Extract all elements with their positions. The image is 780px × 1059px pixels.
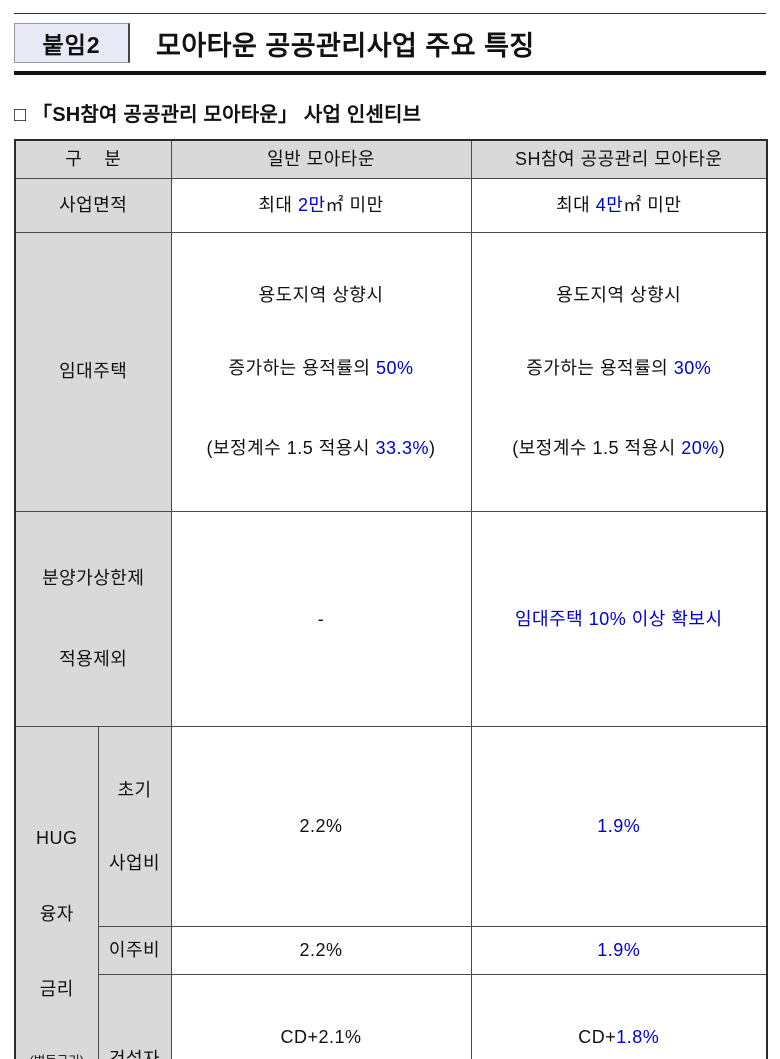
text-segment: 증가하는 용적률의 [526,357,674,378]
t1-hug-initial-sh: 1.9% [470,726,768,927]
t1-row-rental: 임대주택 용도지역 상향시 증가하는 용적률의 50% (보정계수 1.5 적용… [14,231,768,512]
header-thick-rule [14,71,766,75]
cell-line: 증가하는 용적률의 30% [474,356,765,380]
cell-line: 적용제외 [59,649,128,670]
t1-label-hug: HUG 융자 금리 (변동금리) [14,726,99,1059]
t1-label-hug-construction: 건설자금 [97,973,172,1059]
text-segment: 최대 [258,194,298,215]
cell-line: CD+1.8% [474,1025,765,1049]
t1-label-hug-initial: 초기 사업비 [97,726,172,927]
t1-label-price-cap: 분양가상한제 적용제외 [14,510,172,728]
t1-row-hug-moving: 이주비 2.2% 1.9% [15,925,768,975]
t1-hug-construction-general: CD+2.1% 500억원 내 2% 금리 이차 보전 [170,973,472,1059]
t1-header-row: 구 분 일반 모아타운 SH참여 공공관리 모아타운 [14,139,768,179]
cell-line: 분양가상한제 [42,568,145,589]
highlight-value: 4만 [595,194,624,215]
cell-line: 융자 [39,903,74,924]
text-segment: 최대 [556,194,596,215]
cell-line: (변동금리) [18,1052,96,1059]
t1-row-hug-initial: HUG 융자 금리 (변동금리) 초기 사업비 2.2% 1.9% [14,726,768,1059]
t1-header-sh: SH참여 공공관리 모아타운 [470,139,768,179]
t1-label-hug-moving: 이주비 [97,925,172,975]
cell-line: (보정계수 1.5 적용시 33.3%) [174,436,469,460]
highlight-value: 33.3% [375,437,429,458]
t1-price-cap-general: - [170,510,472,728]
highlight-value: 50% [375,357,414,378]
text-segment: CD+ [578,1027,617,1048]
cell-line: 사업비 [108,852,161,873]
t1-header-category: 구 분 [14,139,172,179]
t1-area-general: 최대 2만㎡ 미만 [170,177,472,233]
text-segment: (보정계수 1.5 적용시 [206,437,376,458]
document-header: 붙임2 모아타운 공공관리사업 주요 특징 [14,23,766,63]
incentive-table: 구 분 일반 모아타운 SH참여 공공관리 모아타운 사업면적 최대 2만㎡ 미… [14,139,768,1059]
text-segment: ) [429,437,436,458]
t1-rental-sh: 용도지역 상향시 증가하는 용적률의 30% (보정계수 1.5 적용시 20%… [470,231,768,512]
t1-rental-general: 용도지역 상향시 증가하는 용적률의 50% (보정계수 1.5 적용시 33.… [170,231,472,512]
cell-line: HUG [36,828,78,849]
t1-area-sh: 최대 4만㎡ 미만 [470,177,768,233]
highlight-value: 2만 [297,194,326,215]
t1-row-price-cap: 분양가상한제 적용제외 - 임대주택 10% 이상 확보시 [14,510,768,728]
t1-hug-moving-sh: 1.9% [470,925,768,975]
highlight-value: 20% [681,437,719,458]
t1-label-area: 사업면적 [14,177,172,233]
top-rule [14,13,766,14]
cell-line: 초기 [117,779,152,800]
cell-line: 금리 [39,979,74,1000]
t1-header-general: 일반 모아타운 [170,139,472,179]
t1-row-hug-construction: 건설자금 CD+2.1% 500억원 내 2% 금리 이차 보전 CD+1.8%… [15,973,768,1059]
t1-price-cap-sh: 임대주택 10% 이상 확보시 [470,510,768,728]
text-segment: ㎡ 미만 [623,194,682,215]
text-segment: (보정계수 1.5 적용시 [512,437,682,458]
text-segment: 증가하는 용적률의 [228,357,376,378]
t1-label-rental: 임대주택 [14,231,172,512]
t1-row-area: 사업면적 최대 2만㎡ 미만 최대 4만㎡ 미만 [14,177,768,233]
t1-hug-construction-sh: CD+1.8% 500억원 내 2% 금리 이차 보전 [470,973,768,1059]
t1-hug-initial-general: 2.2% [170,726,472,927]
attachment-badge: 붙임2 [14,23,130,63]
section1-heading: □ 「SH참여 공공관리 모아타운」 사업 인센티브 [14,104,422,126]
highlight-value: 1.8% [616,1027,660,1048]
cell-line: 용도지역 상향시 [556,285,682,306]
cell-line: CD+2.1% [280,1027,362,1048]
highlight-value: 30% [673,357,712,378]
cell-line: (보정계수 1.5 적용시 20%) [474,436,765,460]
cell-line: 용도지역 상향시 [258,285,384,306]
page-title: 모아타운 공공관리사업 주요 특징 [156,30,535,61]
text-segment: ) [718,437,726,458]
t1-hug-moving-general: 2.2% [170,925,472,975]
text-segment: ㎡ 미만 [325,194,384,215]
cell-line: 증가하는 용적률의 50% [174,356,469,380]
